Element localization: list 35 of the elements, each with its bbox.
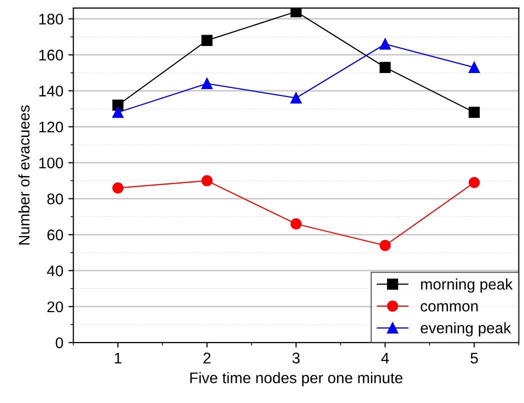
- point: [290, 8, 302, 18]
- x-tick-label: 1: [114, 352, 122, 364]
- x-tick-label: 2: [204, 352, 210, 364]
- y-tick-label: 60: [47, 230, 64, 240]
- y-tick-label: 120: [39, 122, 64, 132]
- y-tick-label: 160: [39, 50, 64, 61]
- point: [380, 38, 391, 50]
- legend-label: morning peak: [421, 278, 513, 293]
- point: [468, 106, 480, 118]
- y-tick-label: 40: [46, 265, 64, 276]
- point: [201, 175, 213, 186]
- point: [290, 218, 302, 230]
- point: [468, 176, 480, 188]
- x-tick-label: 3: [292, 352, 300, 364]
- point: [112, 106, 124, 118]
- y-tick-label: 100: [39, 158, 64, 168]
- legend-label: common: [420, 303, 478, 312]
- point: [380, 240, 391, 251]
- point: [468, 62, 480, 73]
- point: [201, 78, 213, 90]
- y-tick-label: 20: [47, 301, 64, 312]
- y-tick-label: 0: [56, 337, 64, 348]
- point: [380, 62, 391, 73]
- x-tick-label: 5: [470, 352, 478, 364]
- point: [112, 100, 124, 111]
- legend-label: evening peak: [420, 322, 511, 336]
- point: [290, 92, 302, 104]
- y-axis-title: Number of evacuees: [18, 105, 30, 245]
- point: [112, 182, 124, 194]
- x-tick-label: 4: [381, 352, 389, 364]
- y-tick-label: 180: [39, 14, 64, 25]
- y-tick-label: 80: [47, 194, 64, 204]
- point: [201, 34, 213, 46]
- x-axis-title: Five time nodes per one minute: [190, 372, 402, 386]
- y-tick-label: 140: [39, 86, 64, 96]
